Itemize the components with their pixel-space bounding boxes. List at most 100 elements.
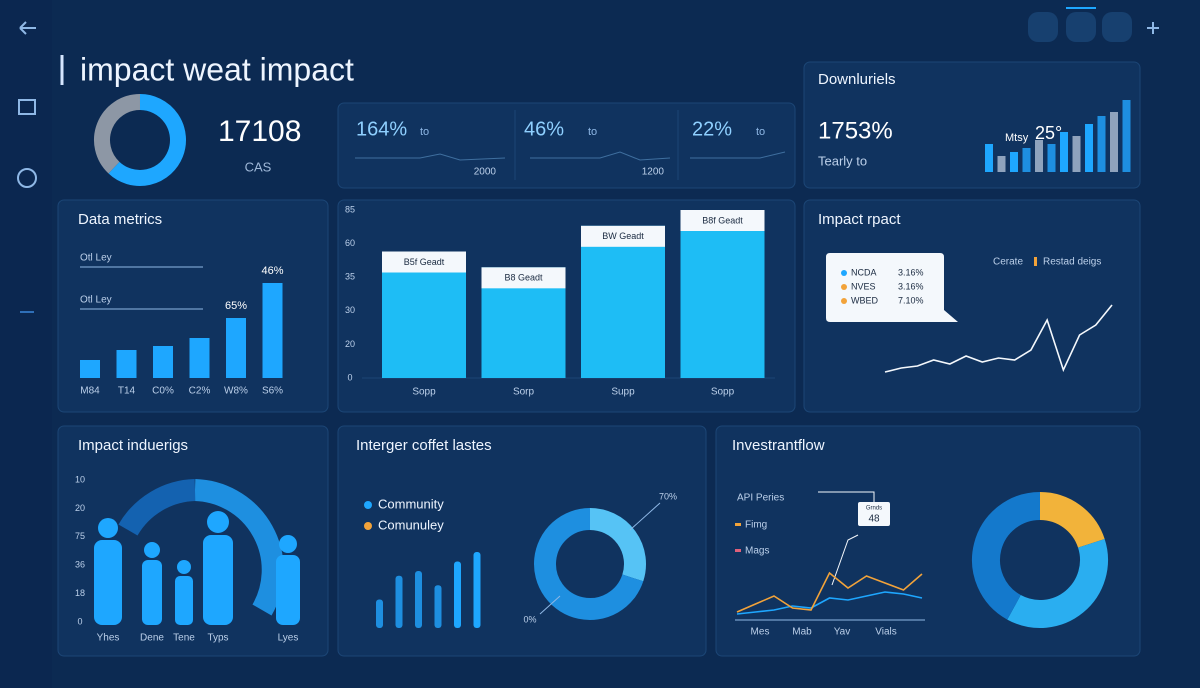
add-icon[interactable]	[1147, 22, 1159, 34]
stat-value: 164%	[356, 118, 407, 140]
tooltip-name: NVES	[851, 281, 876, 291]
stat-foot: 2000	[474, 167, 497, 178]
x-tick-label: Tene	[173, 633, 195, 644]
legend-label: Mags	[745, 546, 769, 557]
legend-label: Fimg	[745, 520, 767, 531]
interger-panel	[337, 425, 707, 657]
downloads-value: 1753%	[818, 117, 893, 144]
bar	[581, 225, 665, 378]
tooltip-value: 3.16%	[898, 281, 924, 291]
x-tick-label: Vials	[875, 627, 897, 638]
y-tick-label: 36	[75, 560, 85, 570]
download-bar	[997, 156, 1006, 172]
donut-segment	[94, 94, 141, 174]
download-bar	[1047, 144, 1056, 172]
bar-label: 46%	[261, 265, 283, 277]
x-tick-label: Typs	[207, 633, 228, 644]
bar	[454, 561, 461, 628]
legend-dot	[841, 284, 847, 290]
donut-segment	[534, 508, 644, 620]
x-tick-label: C2%	[189, 386, 211, 397]
y-tick-label: 85	[345, 204, 355, 214]
panel-title: Investrantflow	[732, 437, 825, 454]
stat-unit: to	[756, 126, 765, 138]
y-tick-label: 20	[345, 339, 355, 349]
download-bar	[1110, 112, 1118, 172]
donut-segment	[1039, 492, 1105, 549]
downloads-badge-value: 25°	[1035, 123, 1062, 143]
x-tick-label: S6%	[262, 386, 283, 397]
y-tick-label: 0	[77, 616, 82, 626]
bar	[376, 599, 383, 628]
ring-illustration	[118, 479, 196, 536]
panel-title: Impact rpact	[818, 211, 901, 228]
top-icon[interactable]	[1066, 12, 1096, 42]
stat-unit: to	[588, 126, 597, 138]
legend-dot	[841, 298, 847, 304]
top-icon[interactable]	[1102, 12, 1132, 42]
line-series	[736, 571, 923, 613]
y-tick-label: 35	[345, 272, 355, 282]
line-series	[884, 304, 1113, 373]
legend-label: Comunuley	[378, 517, 444, 532]
bar	[680, 210, 765, 378]
y-tick-label: 18	[75, 588, 85, 598]
tooltip-value: 48	[868, 514, 880, 525]
donut-segment	[1007, 539, 1108, 628]
bar	[262, 283, 283, 378]
ring-illustration	[194, 479, 284, 616]
x-tick-label: Yav	[834, 627, 851, 638]
people-illustration	[94, 511, 300, 625]
bar	[382, 251, 466, 378]
downloads-panel	[803, 61, 1141, 189]
stat-unit: to	[420, 126, 429, 138]
tooltip-name: Grnds	[866, 506, 882, 512]
metrics-panel	[57, 199, 329, 413]
downloads-badge: Mtsy	[1005, 132, 1029, 144]
legend-label: Community	[378, 496, 444, 511]
x-tick-label: Mes	[751, 627, 770, 638]
x-tick-label: M84	[80, 386, 100, 397]
stats-panel	[337, 102, 796, 189]
x-tick-label: W8%	[224, 386, 248, 397]
x-tick-label: Sopp	[412, 387, 436, 398]
legend-swatch	[735, 523, 741, 526]
leader-line	[629, 502, 661, 531]
y-tick-label: 20	[75, 503, 85, 513]
sidebar	[0, 0, 52, 688]
legend-label: Restad deigs	[1043, 257, 1101, 268]
download-bar	[1085, 124, 1093, 172]
y-tick-label: 0	[347, 372, 352, 382]
legend-label: Otl Ley	[80, 253, 112, 264]
donut-segment	[589, 508, 646, 582]
leader-line	[818, 491, 875, 586]
download-bar	[1060, 132, 1068, 172]
bar-label: B8f Geadt	[702, 215, 743, 225]
bar	[415, 571, 422, 628]
legend-dot	[841, 270, 847, 276]
bar	[189, 338, 210, 378]
download-bar	[1022, 148, 1031, 172]
donut-segment	[108, 94, 186, 186]
tooltip-value: 7.10%	[898, 295, 924, 305]
download-bar	[985, 144, 993, 172]
bar	[395, 575, 403, 628]
bar	[80, 360, 100, 378]
bar-label: B5f Geadt	[404, 257, 445, 267]
bar	[473, 552, 481, 628]
legend-label: Otl Ley	[80, 295, 112, 306]
x-tick-label: T14	[118, 386, 136, 397]
bar	[226, 318, 246, 378]
top-icon[interactable]	[1028, 12, 1058, 42]
info-icon[interactable]	[17, 168, 37, 188]
menu-icon[interactable]	[18, 99, 36, 115]
x-tick-label: Sopp	[711, 387, 735, 398]
tooltip-name: NCDA	[851, 267, 877, 277]
download-bar	[1122, 100, 1131, 172]
tooltip-value: 3.16%	[898, 267, 924, 277]
back-icon[interactable]	[19, 21, 36, 35]
y-tick-label: 60	[345, 238, 355, 248]
bar-label-box	[481, 267, 566, 289]
y-tick-label: 75	[75, 531, 85, 541]
